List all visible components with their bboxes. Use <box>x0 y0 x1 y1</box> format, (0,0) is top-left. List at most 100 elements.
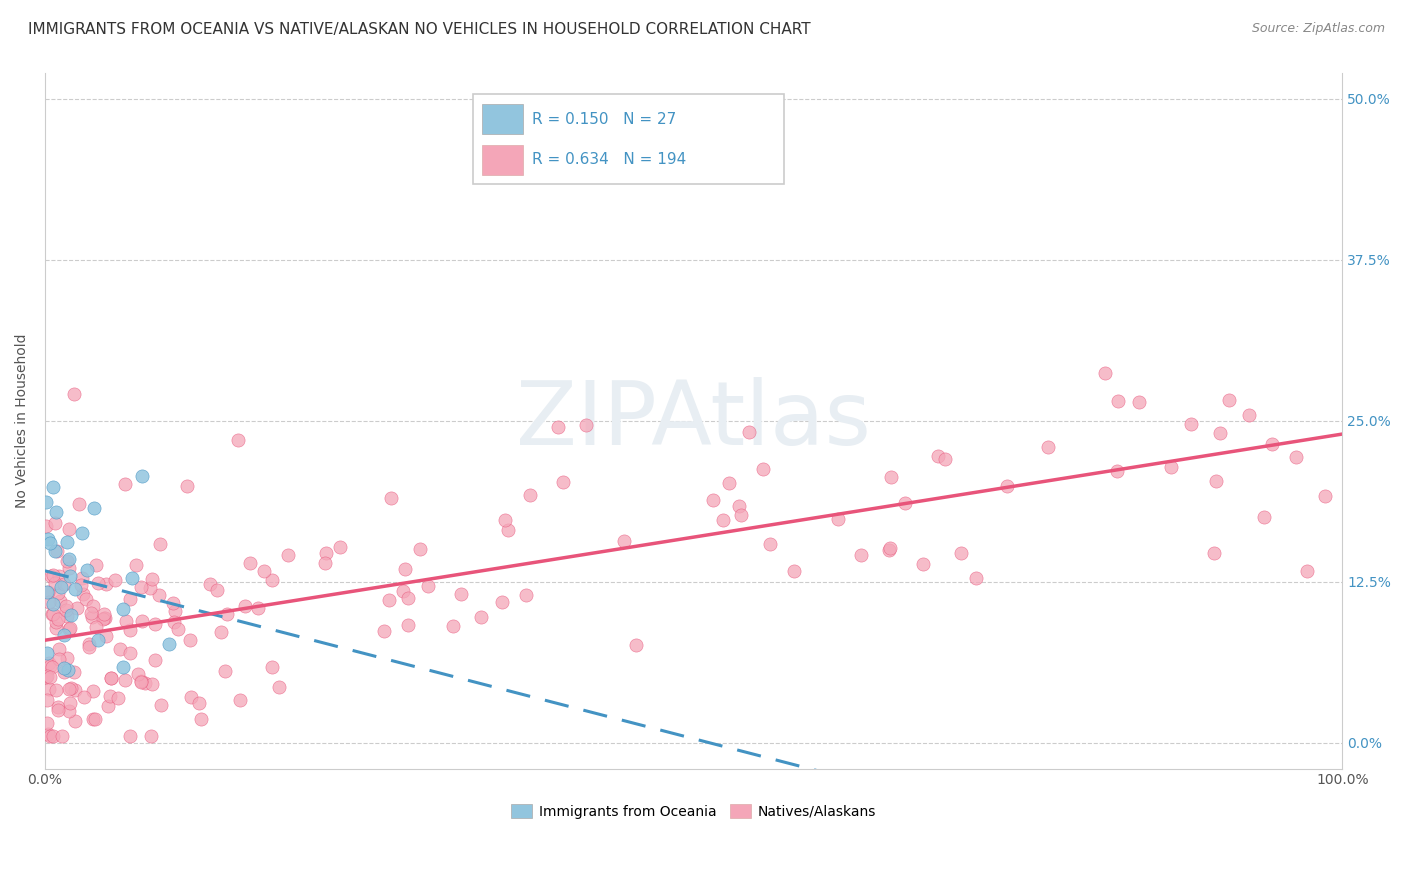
Point <box>79 637 101 651</box>
Point <box>46 612 69 626</box>
Point <box>72 587 94 601</box>
Point <box>44 576 66 591</box>
Point <box>80 606 103 620</box>
Point <box>491 595 513 609</box>
Point <box>93 607 115 621</box>
Point <box>626 638 648 652</box>
Point <box>46 543 69 558</box>
Point <box>52 577 75 591</box>
Point <box>759 537 782 551</box>
Point <box>134 676 156 690</box>
Point <box>711 513 734 527</box>
Point <box>100 671 122 685</box>
Point <box>39 658 62 673</box>
Point <box>37 693 59 707</box>
Point <box>37 585 59 599</box>
Point <box>59 696 82 710</box>
Point <box>45 505 67 519</box>
Point <box>180 690 202 704</box>
Point <box>37 646 59 660</box>
Point <box>39 670 62 684</box>
Point <box>84 712 107 726</box>
Text: IMMIGRANTS FROM OCEANIA VS NATIVE/ALASKAN NO VEHICLES IN HOUSEHOLD CORRELATION C: IMMIGRANTS FROM OCEANIA VS NATIVE/ALASKA… <box>28 22 811 37</box>
Point <box>125 558 148 573</box>
Point <box>129 673 152 688</box>
Point <box>141 572 163 586</box>
Point <box>93 610 115 624</box>
Point <box>58 522 80 536</box>
Text: Source: ZipAtlas.com: Source: ZipAtlas.com <box>1251 22 1385 36</box>
Point <box>149 537 172 551</box>
Point <box>42 730 65 744</box>
Point <box>91 612 114 626</box>
Point <box>48 703 70 717</box>
Point <box>1208 425 1230 440</box>
Point <box>45 621 67 635</box>
Point <box>83 500 105 515</box>
Point <box>42 480 65 494</box>
Point <box>129 580 152 594</box>
Point <box>730 508 752 522</box>
Point <box>41 659 63 673</box>
Point <box>45 615 67 629</box>
Point <box>53 665 76 679</box>
Point <box>87 633 110 648</box>
Point <box>394 562 416 576</box>
Point <box>42 567 65 582</box>
Point <box>1205 474 1227 488</box>
Point <box>107 690 129 705</box>
Point <box>1094 366 1116 380</box>
Point <box>143 653 166 667</box>
Point <box>329 540 352 554</box>
Point <box>120 592 142 607</box>
Point <box>143 616 166 631</box>
Point <box>849 548 872 562</box>
Point <box>1204 545 1226 559</box>
Point <box>45 683 67 698</box>
Point <box>42 607 65 622</box>
Point <box>48 569 70 583</box>
Point <box>1239 408 1261 422</box>
Point <box>100 671 122 685</box>
Point <box>246 601 269 615</box>
Point <box>58 705 80 719</box>
Point <box>49 580 72 594</box>
Point <box>53 661 76 675</box>
Point <box>38 682 60 697</box>
Point <box>70 526 93 541</box>
Point <box>37 727 59 741</box>
Point <box>515 588 537 602</box>
Point <box>149 698 172 712</box>
Point <box>59 568 82 582</box>
Point <box>1160 459 1182 474</box>
Point <box>70 571 93 585</box>
Point <box>613 534 636 549</box>
Point <box>55 603 77 617</box>
Point <box>702 492 724 507</box>
Point <box>214 664 236 678</box>
Point <box>58 622 80 636</box>
Point <box>827 512 849 526</box>
Point <box>547 420 569 434</box>
Point <box>995 479 1018 493</box>
Point <box>87 575 110 590</box>
Point <box>63 582 86 597</box>
Point <box>49 594 72 608</box>
Point <box>1180 417 1202 431</box>
Point <box>44 516 66 530</box>
Point <box>934 452 956 467</box>
Point <box>396 617 419 632</box>
Point <box>56 609 79 624</box>
Point <box>58 561 80 575</box>
Point <box>41 607 63 621</box>
Point <box>269 680 291 694</box>
Point <box>239 556 262 570</box>
Point <box>75 591 97 606</box>
Text: ZIPAtlas: ZIPAtlas <box>516 377 872 465</box>
Point <box>84 620 107 634</box>
Point <box>235 599 257 613</box>
Point <box>65 714 87 728</box>
Point <box>129 675 152 690</box>
Point <box>551 475 574 489</box>
Point <box>894 496 917 510</box>
